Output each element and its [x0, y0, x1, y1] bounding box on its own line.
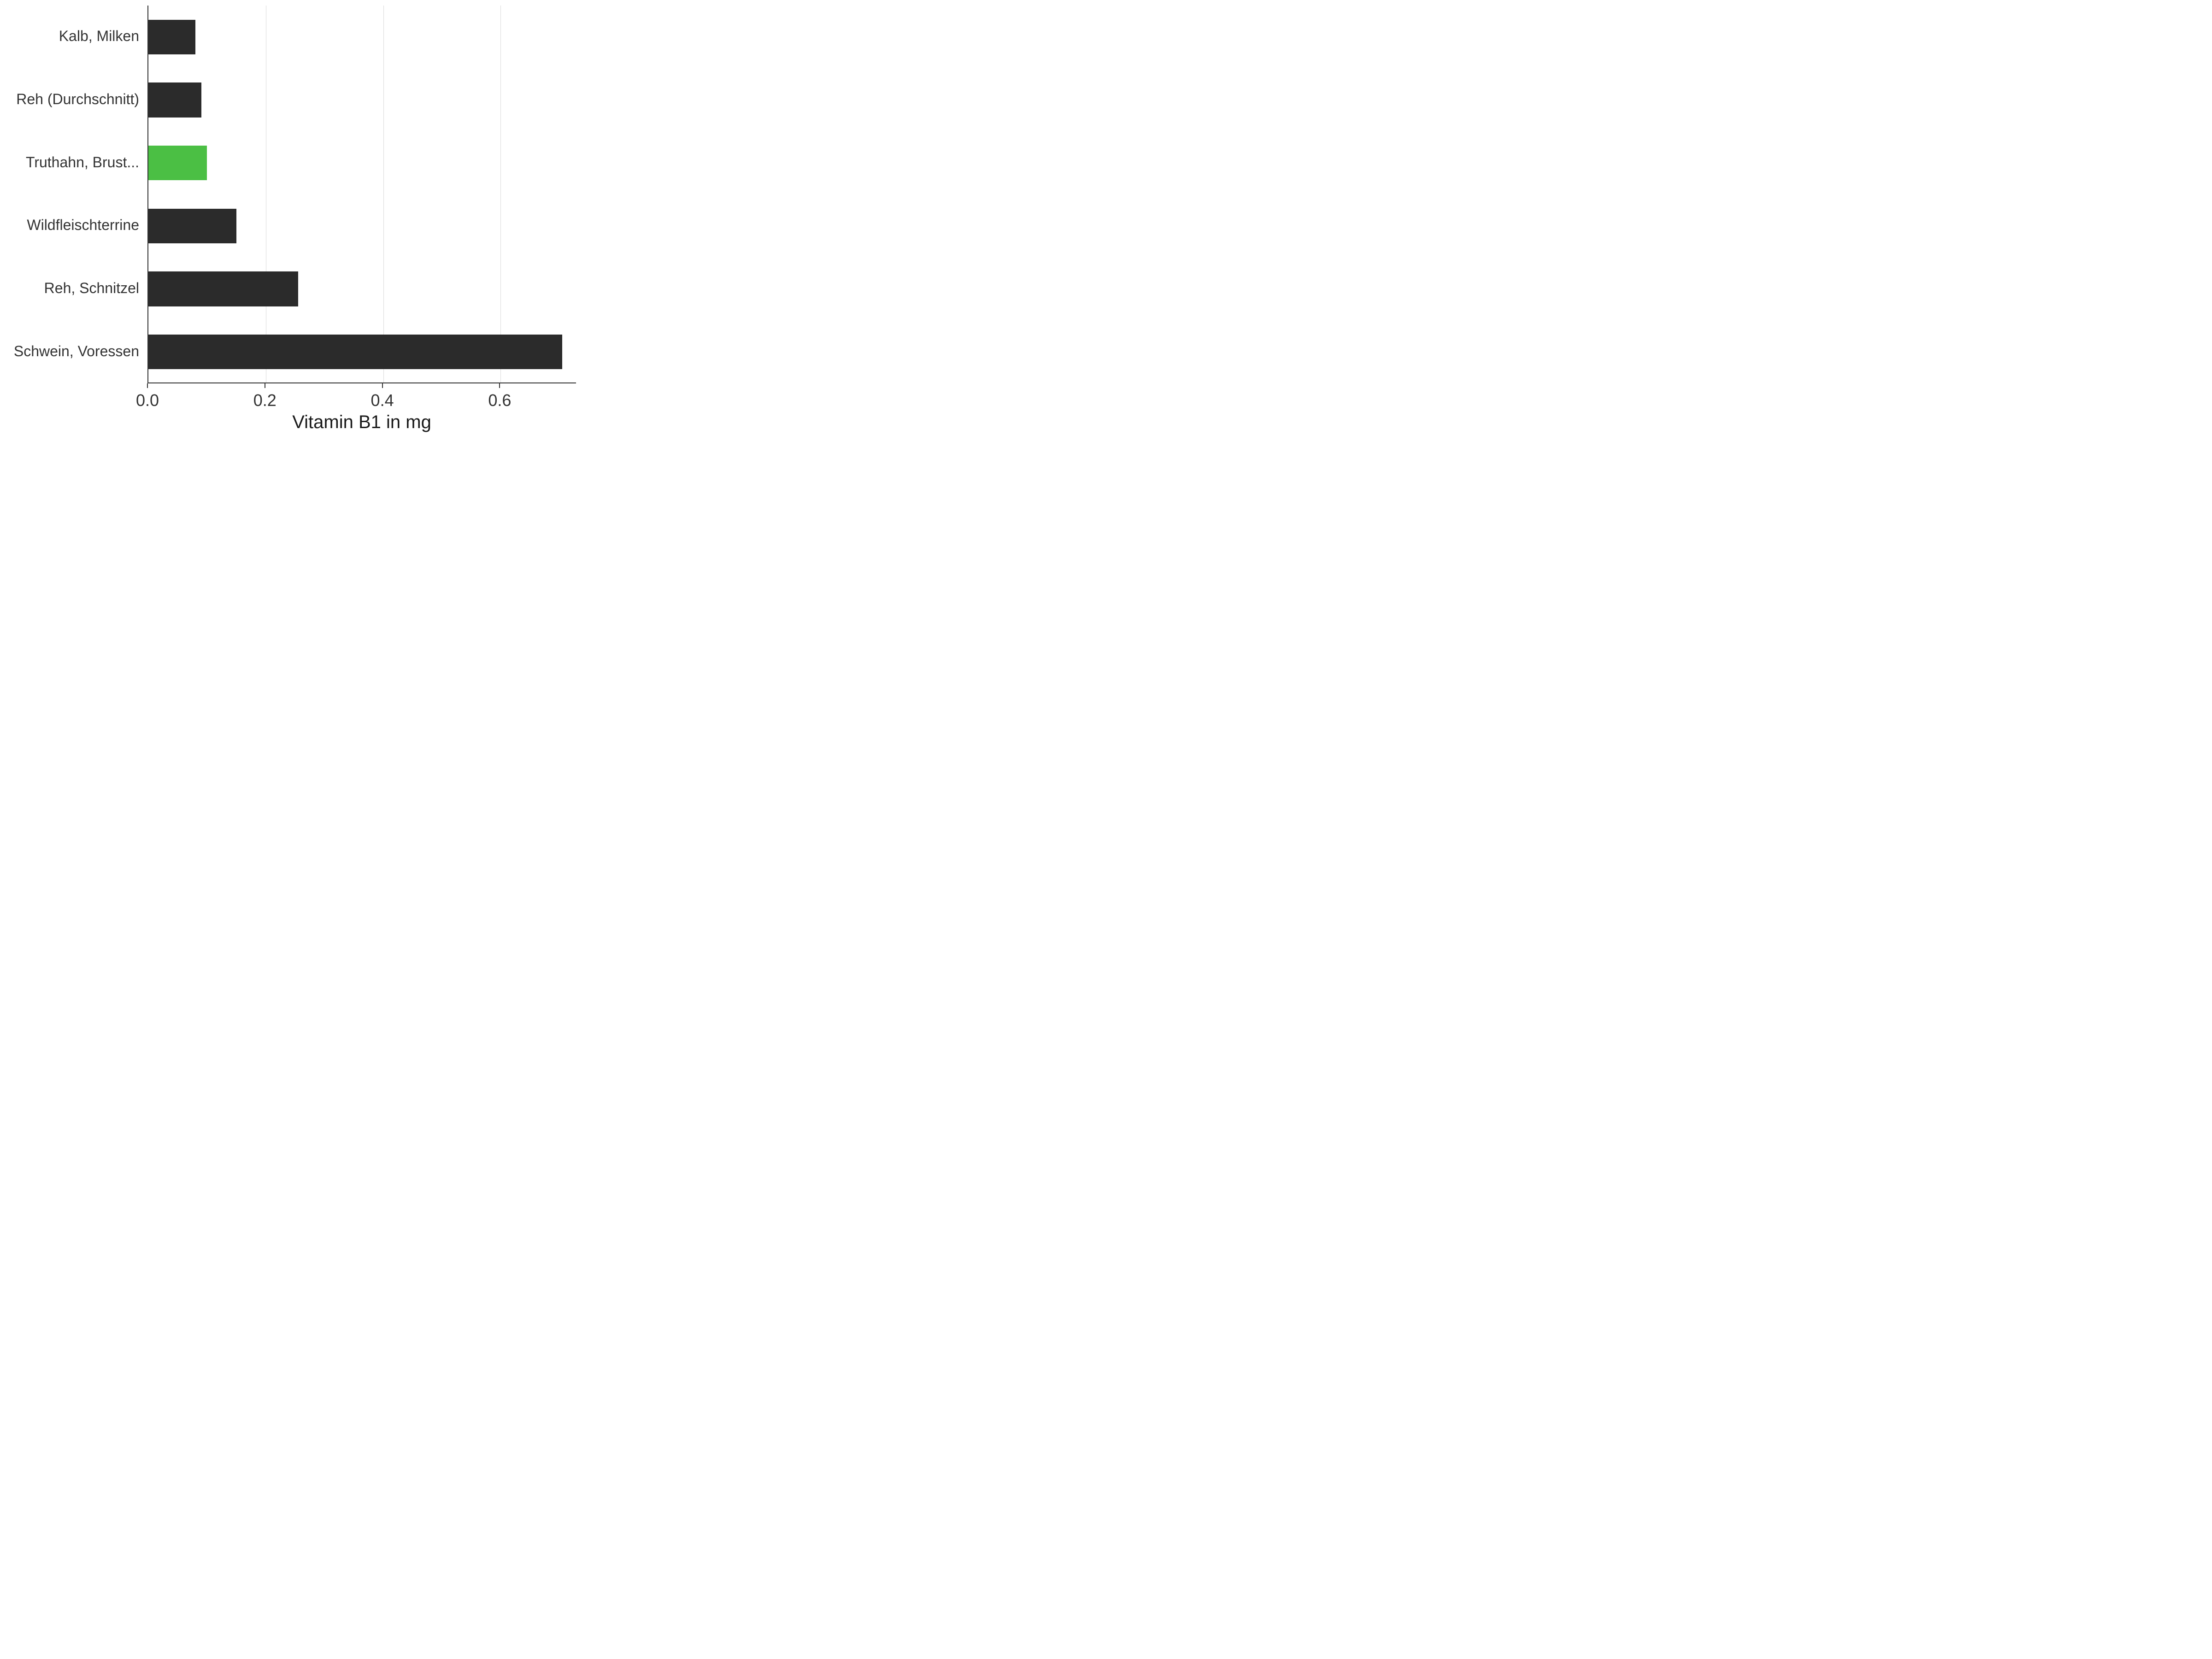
bar — [148, 82, 201, 117]
x-axis-title: Vitamin B1 in mg — [292, 412, 431, 433]
x-tick-mark — [382, 383, 383, 388]
gridline — [383, 6, 384, 382]
y-category-label: Reh, Schnitzel — [44, 280, 139, 297]
x-tick-mark — [499, 383, 500, 388]
x-tick-mark — [147, 383, 148, 388]
gridline — [500, 6, 501, 382]
x-tick-label: 0.0 — [136, 391, 159, 410]
y-category-label: Wildfleischterrine — [27, 217, 139, 234]
vitamin-b1-bar-chart: 0.0 0.2 0.4 0.6 Kalb, Milken Reh (Durchschnit… — [0, 0, 590, 442]
x-tick-label: 0.2 — [253, 391, 276, 410]
bar — [148, 271, 298, 306]
y-category-label: Reh (Durchschnitt) — [16, 91, 139, 108]
x-tick-label: 0.4 — [371, 391, 394, 410]
x-tick-label: 0.6 — [488, 391, 511, 410]
y-category-label: Truthahn, Brust... — [26, 154, 139, 171]
bar — [148, 146, 207, 180]
plot-area — [147, 6, 576, 383]
y-category-label: Schwein, Voressen — [14, 343, 139, 360]
bar — [148, 209, 236, 243]
y-category-label: Kalb, Milken — [59, 28, 139, 45]
bar — [148, 335, 562, 369]
bar — [148, 20, 195, 54]
